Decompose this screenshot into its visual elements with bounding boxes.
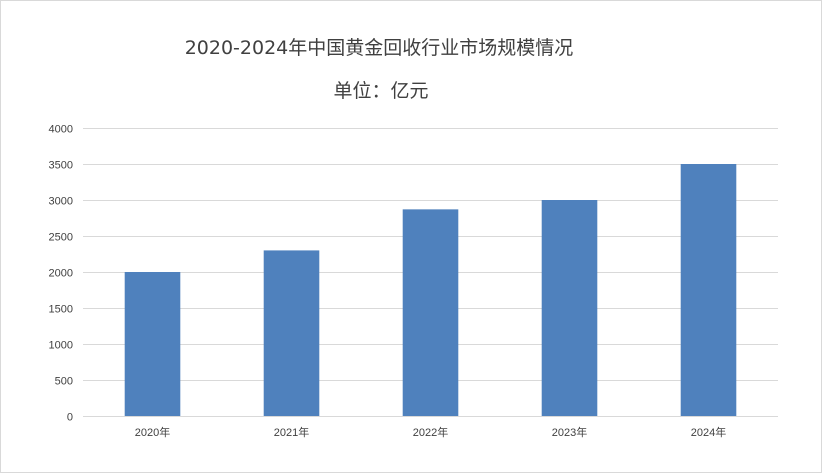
x-tick-label: 2022年 xyxy=(413,425,448,439)
chart-title: 2020-2024年中国黄金回收行业市场规模情况 xyxy=(185,37,574,59)
y-tick-label: 3000 xyxy=(49,196,73,208)
y-tick-label: 3500 xyxy=(49,160,73,172)
axes: 0 500 1000 1500 2000 2500 3000 3500 4000 2020年 202… xyxy=(49,124,778,439)
y-tick-label: 2500 xyxy=(49,232,73,244)
x-tick-label: 2020年 xyxy=(135,425,170,439)
y-tick-label: 1500 xyxy=(49,304,73,316)
bar xyxy=(402,209,459,416)
bar xyxy=(263,250,320,416)
bar xyxy=(541,200,598,416)
y-tick-label: 500 xyxy=(55,376,73,388)
bar xyxy=(680,164,737,416)
bars xyxy=(124,164,737,416)
y-tick-label: 4000 xyxy=(49,124,73,136)
bar xyxy=(124,272,181,416)
x-tick-label: 2021年 xyxy=(274,425,309,439)
x-tick-label: 2024年 xyxy=(691,425,726,439)
y-tick-label: 0 xyxy=(67,412,73,424)
x-tick-label: 2023年 xyxy=(552,425,587,439)
y-tick-label: 2000 xyxy=(49,268,73,280)
y-tick-label: 1000 xyxy=(49,340,73,352)
chart-subtitle: 单位：亿元 xyxy=(333,80,428,102)
